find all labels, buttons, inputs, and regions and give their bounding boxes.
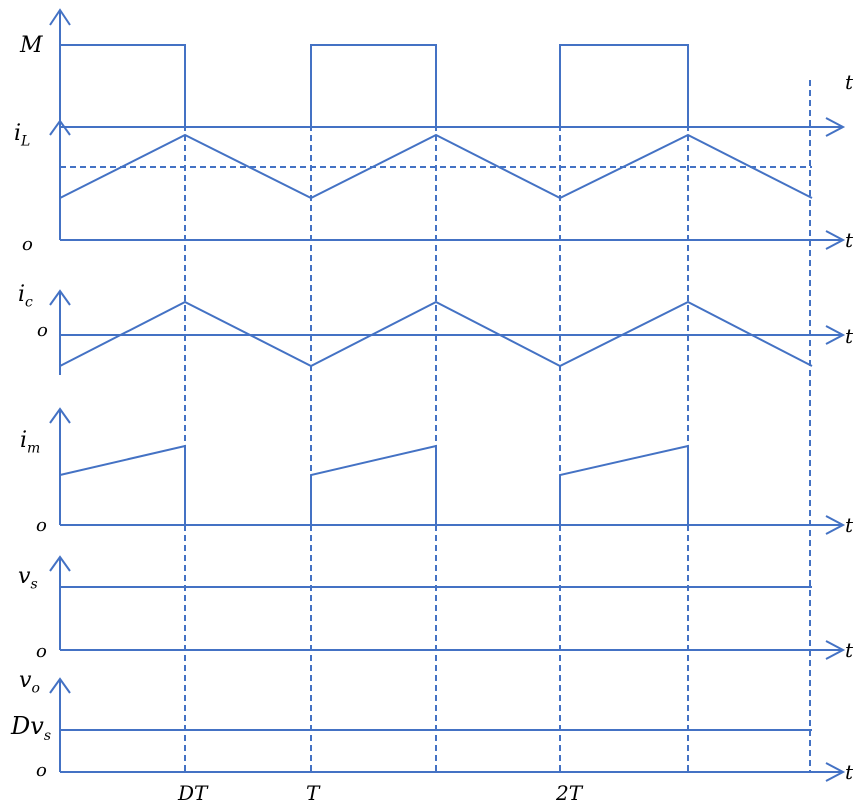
im-t-axis-arrow [825,515,846,535]
label-origin-vs: o [36,641,47,662]
label-t-im: t [845,513,854,537]
label-vs-sub: s [30,576,38,593]
label-vs: vs [18,564,38,593]
label-Dvs-D: D [11,712,31,740]
vo-t-axis-arrow [825,762,846,782]
label-origin-iL: o [22,234,33,255]
label-vo: vo [19,668,40,697]
iL-axis-arrow [49,119,71,136]
im-pulse-1 [59,444,186,525]
M-pulse-1 [60,44,186,127]
label-Dvs-sub: s [43,727,51,744]
ic-t-axis-arrow [825,325,846,345]
label-vo-sub: o [31,680,40,697]
vs-axis-arrow [49,555,71,572]
label-iL-sub: L [21,133,31,150]
vo-axis-arrow [49,677,71,694]
im-pulse-2 [310,444,437,525]
label-ic-base: i [18,282,26,307]
label-im-sub: m [27,440,41,457]
label-vs-base: v [18,564,31,589]
M-pulse-2 [310,44,437,127]
label-T: T [306,781,320,805]
label-im: im [20,428,41,457]
iL-top-rail-arrow [825,117,846,137]
iL-waveform [59,133,813,200]
label-vo-base: v [19,668,32,693]
label-M: M [20,33,43,58]
iL-t-axis-arrow [825,230,846,250]
label-im-base: i [20,428,28,453]
label-origin-vo: o [36,760,47,781]
label-DT: DT [178,781,208,805]
label-2T: 2T [556,781,583,805]
label-t-vo: t [845,760,854,784]
label-iL: iL [14,121,31,150]
label-ic-sub: c [25,294,33,311]
vs-t-axis-arrow [825,640,846,660]
label-t-ic: t [845,324,854,348]
label-t-iL: t [845,228,854,252]
ic-axis-arrow [49,289,71,306]
label-t-M: t [845,70,854,94]
label-origin-im: o [36,515,47,536]
label-iL-base: i [14,121,22,146]
label-Dvs: Dvs [11,714,51,743]
label-Dvs-v: v [30,712,44,740]
im-pulse-3 [559,444,689,525]
label-t-vs: t [845,638,854,662]
label-origin-ic: o [37,320,48,341]
im-axis-arrow [49,407,71,424]
M-pulse-3 [559,44,689,127]
label-ic: ic [18,282,33,311]
M-axis-arrow [49,8,71,26]
ic-waveform [59,300,813,368]
